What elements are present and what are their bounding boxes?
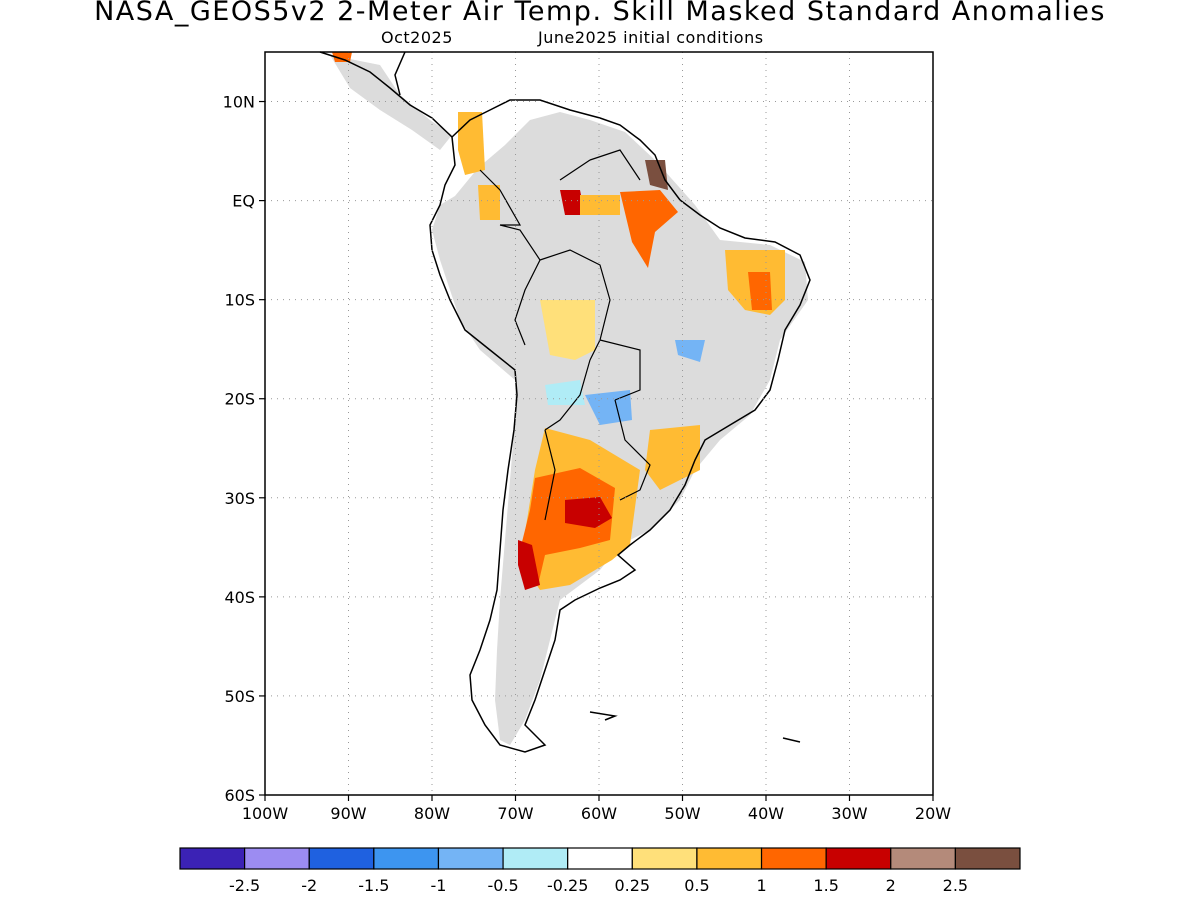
colorbar-swatch bbox=[244, 847, 310, 870]
anomaly-patch-central-america bbox=[332, 52, 352, 62]
colorbar-swatch bbox=[760, 847, 827, 870]
lon-tick-label: 100W bbox=[242, 804, 289, 823]
colorbar-swatch bbox=[308, 847, 375, 870]
lon-tick-label: 20W bbox=[915, 804, 951, 823]
colorbar-swatch bbox=[631, 847, 698, 870]
lon-tick-label: 90W bbox=[330, 804, 366, 823]
lat-tick-label: EQ bbox=[232, 192, 255, 211]
lon-tick-label: 60W bbox=[581, 804, 617, 823]
anomaly-patch-brazil-cool bbox=[675, 340, 705, 362]
lon-tick-label: 70W bbox=[497, 804, 533, 823]
lat-tick-label: 10S bbox=[224, 291, 255, 310]
anomaly-patch-patagonia-core bbox=[518, 540, 540, 590]
anomaly-patch-argentina-core bbox=[565, 497, 612, 528]
colorbar-swatch bbox=[373, 847, 440, 870]
lon-tick-label: 80W bbox=[414, 804, 450, 823]
lon-tick-label: 40W bbox=[748, 804, 784, 823]
lat-tick-label: 20S bbox=[224, 390, 255, 409]
anomaly-patch-ecuador bbox=[478, 185, 500, 220]
colorbar: -2.5 -2 -1.5 -1 -0.5 -0.25 0.25 0.5 1 1.5 2 2.5 bbox=[179, 847, 1021, 895]
colorbar-label: 2 bbox=[886, 876, 896, 895]
lat-tick-label: 50S bbox=[224, 687, 255, 706]
colorbar-label: -1 bbox=[430, 876, 446, 895]
anomaly-patch-ne-brazil-inner bbox=[748, 272, 772, 310]
colorbar-label: -2.5 bbox=[229, 876, 260, 895]
lat-tick-label: 60S bbox=[224, 786, 255, 805]
lat-tick-label: 40S bbox=[224, 588, 255, 607]
anomaly-patch-north-brazil-yellow bbox=[580, 195, 620, 215]
anomaly-patch-paraguay-cool bbox=[585, 390, 632, 425]
colorbar-label: 0.5 bbox=[684, 876, 709, 895]
south-america-coastline bbox=[429, 99, 811, 753]
south-georgia-island bbox=[782, 737, 801, 743]
colorbar-label: -0.5 bbox=[487, 876, 518, 895]
colorbar-swatch bbox=[890, 847, 956, 870]
central-america-mask bbox=[330, 55, 452, 150]
colorbar-swatch bbox=[502, 847, 569, 870]
colorbar-label: -1.5 bbox=[358, 876, 389, 895]
colorbar-label: 1 bbox=[756, 876, 766, 895]
forecast-month: Oct2025 bbox=[381, 28, 453, 47]
anomaly-patch-guiana bbox=[645, 160, 668, 190]
anomaly-layer bbox=[332, 52, 785, 590]
colorbar-label: 2.5 bbox=[943, 876, 968, 895]
colorbar-swatch bbox=[437, 847, 504, 870]
anomaly-patch-chaco-cool bbox=[545, 380, 585, 405]
anomaly-patch-colombia bbox=[458, 112, 485, 175]
colorbar-label: 0.25 bbox=[614, 876, 650, 895]
colorbar-label: 1.5 bbox=[813, 876, 838, 895]
initial-conditions-label: June2025 initial conditions bbox=[538, 28, 764, 47]
lon-tick-label: 50W bbox=[664, 804, 700, 823]
anomaly-patch-amazon-mouth bbox=[620, 190, 678, 268]
anomaly-patch-peru-bolivia bbox=[540, 300, 595, 360]
colorbar-swatch bbox=[696, 847, 763, 870]
lat-tick-label: 30S bbox=[224, 489, 255, 508]
colorbar-label: -0.25 bbox=[547, 876, 588, 895]
anomaly-patch-north-brazil bbox=[560, 190, 585, 215]
anomaly-patch-se-brazil bbox=[645, 425, 700, 490]
chart-title: NASA_GEOS5v2 2-Meter Air Temp. Skill Mas… bbox=[94, 0, 1106, 27]
lon-tick-label: 30W bbox=[831, 804, 867, 823]
colorbar-label: -2 bbox=[301, 876, 317, 895]
colorbar-swatch bbox=[825, 847, 892, 870]
lat-tick-label: 10N bbox=[223, 93, 255, 112]
falkland-islands bbox=[589, 711, 618, 721]
colorbar-swatch bbox=[954, 847, 1021, 870]
country-borders bbox=[479, 149, 651, 521]
colorbar-swatch bbox=[567, 847, 633, 870]
colorbar-swatch bbox=[179, 847, 246, 870]
anomaly-patch-argentina-mid bbox=[520, 468, 615, 585]
